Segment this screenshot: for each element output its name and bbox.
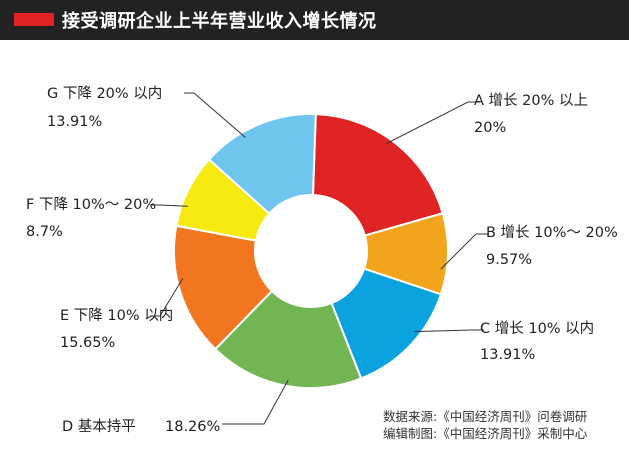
callouts: A 增长 20% 以上 20% B 增长 10%～ 20% 9.57% C 增长 10%… — [26, 85, 618, 435]
title-bar: 接受调研企业上半年营业收入增长情况 — [0, 0, 629, 40]
source-line-editor: 编辑制图:《中国经济周刊》采制中心 — [383, 426, 588, 441]
callout-line-d — [222, 379, 289, 425]
slice-value-c: 13.91% — [480, 347, 535, 363]
slice-value-b: 9.57% — [486, 252, 532, 268]
slice-e — [173, 224, 274, 351]
chart-title: 接受调研企业上半年营业收入增长情况 — [62, 11, 377, 32]
callout-line-f — [150, 204, 188, 207]
callout-line-b — [440, 233, 488, 270]
slice-label-b: B 增长 10%～ 20% — [486, 224, 618, 241]
slice-a — [311, 113, 444, 237]
donut-slices — [173, 113, 449, 389]
slice-value-d: 18.26% — [165, 419, 220, 435]
callout-line-c — [414, 329, 484, 333]
source-line-data: 数据来源:《中国经济周刊》问卷调研 — [383, 409, 588, 424]
slice-label-g: G 下降 20% 以内 — [47, 85, 162, 102]
slice-g — [207, 113, 317, 215]
title-accent-bar — [14, 13, 54, 26]
slice-value-a: 20% — [474, 120, 506, 136]
slice-label-d: D 基本持平 — [62, 418, 136, 435]
slice-value-f: 8.7% — [26, 224, 63, 240]
slice-label-c: C 增长 10% 以内 — [480, 320, 594, 337]
slice-label-f: F 下降 10%～ 20% — [26, 196, 156, 213]
slice-d — [213, 289, 363, 389]
source-note: 数据来源:《中国经济周刊》问卷调研 编辑制图:《中国经济周刊》采制中心 — [383, 408, 587, 442]
slice-value-e: 15.65% — [60, 335, 115, 351]
slice-c — [330, 267, 443, 380]
callout-line-e — [150, 277, 184, 317]
callout-line-g — [184, 92, 246, 138]
callout-line-a — [385, 101, 480, 145]
slice-label-e: E 下降 10% 以内 — [60, 307, 173, 324]
slice-label-a: A 增长 20% 以上 — [474, 92, 588, 109]
slice-value-g: 13.91% — [47, 114, 102, 130]
